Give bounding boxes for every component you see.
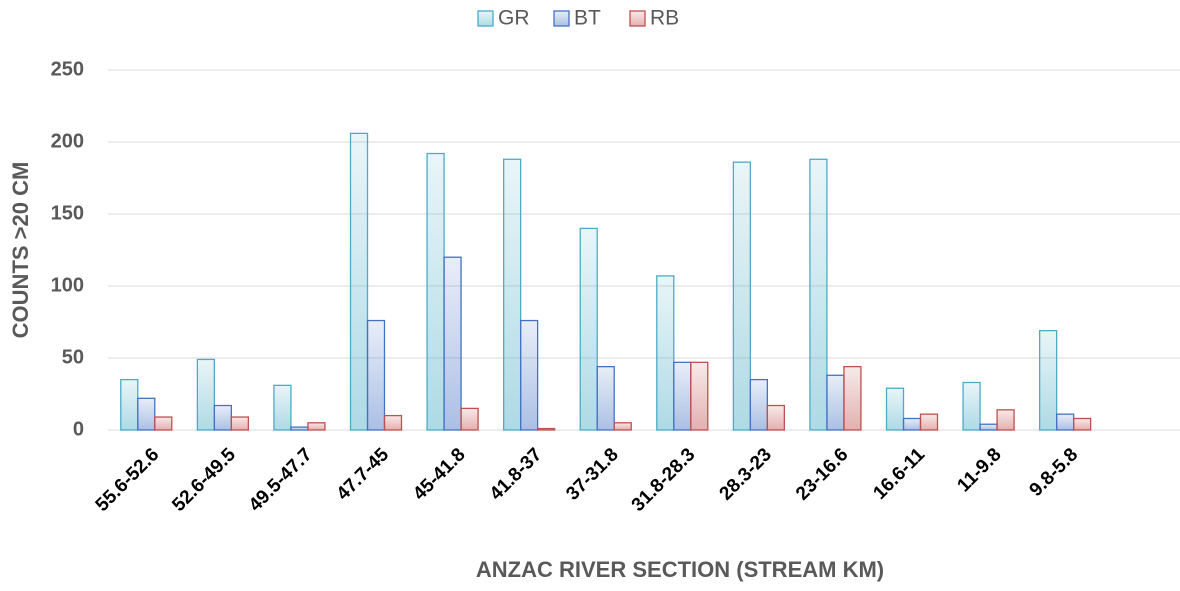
bar xyxy=(885,387,905,431)
x-tick-label: 28.3-23 xyxy=(716,444,776,504)
x-tick-label: 52.6-49.5 xyxy=(168,444,240,516)
x-tick-label: 16.6-11 xyxy=(869,444,929,504)
y-axis-title: COUNTS >20 CM xyxy=(8,162,33,339)
x-tick-label: 55.6-52.6 xyxy=(92,444,164,516)
legend-swatch xyxy=(477,10,494,27)
bar xyxy=(443,256,462,431)
x-tick-label: 45-41.8 xyxy=(409,444,469,504)
bar xyxy=(979,423,998,431)
bar xyxy=(383,414,403,431)
x-tick-label: 9.8-5.8 xyxy=(1026,444,1083,501)
bar xyxy=(137,397,156,431)
y-tick-label: 200 xyxy=(51,130,84,152)
bar xyxy=(1038,329,1058,431)
bar xyxy=(307,422,326,431)
bar xyxy=(919,413,939,431)
bar xyxy=(349,132,369,431)
bar xyxy=(690,361,709,431)
x-tick-label: 31.8-28.3 xyxy=(628,444,700,516)
legend-label: BT xyxy=(574,7,601,30)
bar xyxy=(120,378,139,431)
bar xyxy=(1055,413,1075,431)
bar xyxy=(290,426,309,431)
y-tick-label: 150 xyxy=(51,202,84,224)
bar xyxy=(1072,417,1092,431)
bar xyxy=(536,427,556,431)
bar xyxy=(426,152,445,431)
x-tick-label: 47.7-45 xyxy=(333,444,394,505)
x-tick-label: 49.5-47.7 xyxy=(245,444,317,516)
legend-swatch xyxy=(553,10,570,27)
legend-label: RB xyxy=(650,7,679,30)
y-tick-label: 50 xyxy=(62,346,84,368)
legend-swatch xyxy=(629,10,646,27)
bar xyxy=(673,361,692,431)
bar xyxy=(579,227,598,431)
y-tick-label: 250 xyxy=(51,58,84,80)
bar xyxy=(596,365,615,431)
bar xyxy=(962,381,981,431)
bar xyxy=(613,422,632,431)
y-tick-label: 0 xyxy=(73,418,84,440)
x-tick-label: 37-31.8 xyxy=(562,444,622,504)
x-tick-label: 23-16.6 xyxy=(792,444,852,504)
bar xyxy=(766,404,786,431)
bar xyxy=(996,409,1015,431)
bar xyxy=(366,319,386,431)
bar xyxy=(213,404,233,431)
bar xyxy=(749,378,769,431)
x-tick-label: 41.8-37 xyxy=(486,444,546,504)
bar xyxy=(273,384,292,431)
x-axis-title: ANZAC RIVER SECTION (STREAM KM) xyxy=(476,557,884,582)
legend-label: GR xyxy=(498,7,530,30)
y-tick-label: 100 xyxy=(51,274,84,296)
bar xyxy=(826,374,845,431)
bar xyxy=(196,358,216,431)
bar xyxy=(460,407,479,431)
bar xyxy=(502,158,522,431)
bar xyxy=(230,416,250,431)
bar xyxy=(902,417,922,431)
bar xyxy=(809,158,828,431)
bar xyxy=(656,275,675,431)
bar xyxy=(519,319,539,431)
bar xyxy=(154,416,173,431)
bar xyxy=(732,161,752,431)
bar xyxy=(843,365,862,431)
x-tick-label: 11-9.8 xyxy=(953,444,1005,496)
